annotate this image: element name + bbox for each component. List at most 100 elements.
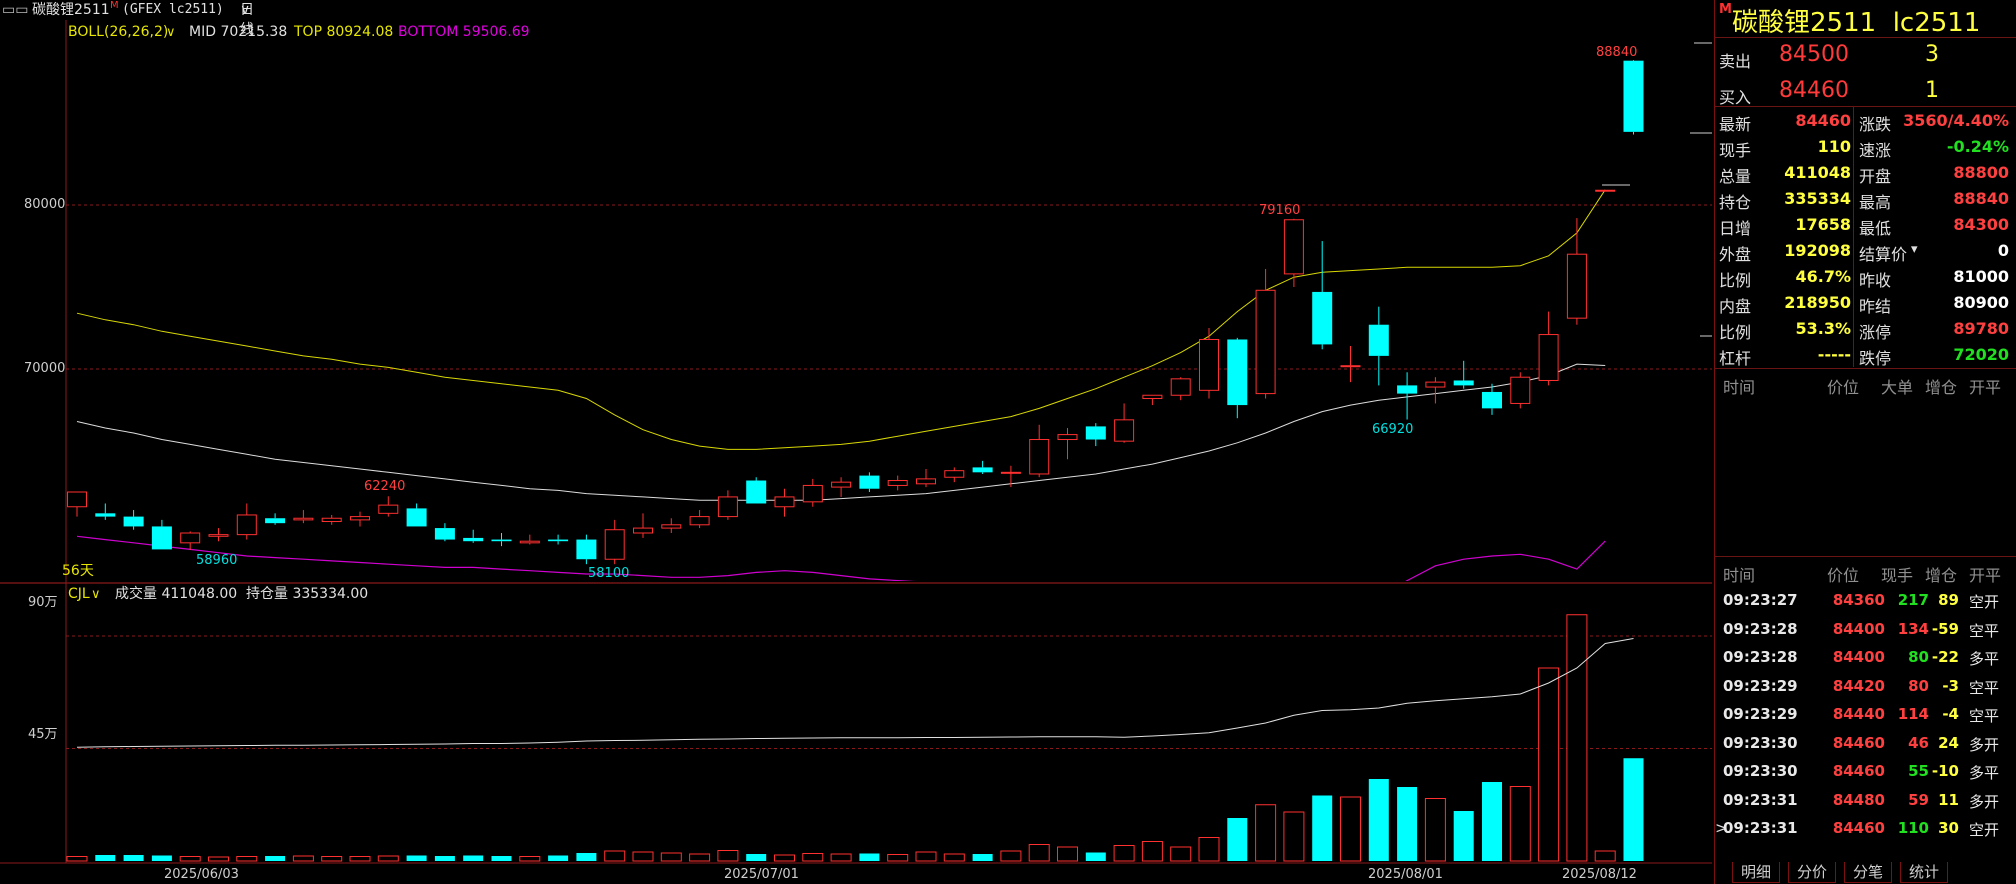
- tick-row[interactable]: 09:23:30 84460 55 -10 多平: [1715, 757, 2016, 785]
- tick-row[interactable]: 09:23:31 84480 59 11 多开: [1715, 786, 2016, 814]
- tick-row[interactable]: 09:23:30 84460 46 24 多开: [1715, 729, 2016, 757]
- tick-qty: 59: [1908, 790, 1929, 809]
- volume-bar: [1482, 782, 1502, 861]
- candle-body: [1283, 219, 1304, 275]
- quote-label: 现手: [1719, 141, 1752, 160]
- tick-row[interactable]: 09:23:28 84400 80 -22 多平: [1715, 643, 2016, 671]
- candle-body: [802, 484, 823, 503]
- tick-oi-change: -4: [1942, 705, 1959, 723]
- tick-row[interactable]: 09:23:29 84440 114 -4 空平: [1715, 700, 2016, 728]
- tick-time: 09:23:31: [1723, 819, 1798, 837]
- annotation-58100: 58100: [588, 566, 629, 581]
- candle: [1085, 423, 1106, 447]
- boll-indicator-name[interactable]: BOLL(26,26,2): [68, 24, 168, 40]
- quote-panel: M 碳酸锂2511 lc2511 卖出 84500 3 买入 84460 1 最…: [1714, 0, 2016, 884]
- quote-label: 持仓: [1719, 193, 1752, 212]
- tab-stats[interactable]: 统计: [1900, 862, 1948, 883]
- tab-trades[interactable]: 分笔: [1844, 862, 1892, 883]
- candle: [1368, 306, 1389, 386]
- tick-price: 84460: [1832, 819, 1885, 837]
- tick-time: 09:23:29: [1723, 676, 1798, 695]
- quote-label: 比例: [1719, 323, 1752, 342]
- open-interest-line: [76, 638, 1634, 748]
- tick-time: 09:23:28: [1723, 619, 1798, 638]
- volume-bar: [717, 850, 739, 862]
- boll-lines: [76, 189, 1606, 581]
- settle-dropdown-icon[interactable]: ▾: [1911, 242, 1918, 257]
- candle: [321, 514, 342, 525]
- chevron-down-icon: ∨: [240, 2, 251, 18]
- candle: [1057, 428, 1078, 460]
- volume-bar: [746, 854, 767, 861]
- volume-bar: [1255, 804, 1277, 862]
- candle-body: [180, 532, 201, 544]
- quote-label: 跌停: [1859, 349, 1892, 368]
- candle: [604, 519, 625, 565]
- tab-price-dist[interactable]: 分价: [1788, 862, 1836, 883]
- volume-bar: [179, 856, 201, 862]
- quote-label: 比例: [1719, 271, 1752, 290]
- annotation-high-88840: 88840: [1596, 45, 1637, 60]
- tick-row[interactable]: 09:23:29 84420 80 -3 空平: [1715, 672, 2016, 700]
- candle-body: [1199, 338, 1219, 391]
- candle: [1170, 377, 1191, 401]
- volume-bar: [1113, 845, 1135, 862]
- tick-qty: 46: [1908, 733, 1929, 752]
- tick-row[interactable]: 09:23:27 84360 217 89 空开: [1715, 586, 2016, 614]
- date-label-0701: 2025/07/01: [724, 867, 799, 882]
- tick-time: 09:23:30: [1723, 733, 1798, 752]
- cjl-indicator-name[interactable]: CJL: [68, 586, 90, 602]
- candle-body: [1142, 394, 1163, 400]
- tick-price: 84460: [1832, 733, 1885, 752]
- tick-row[interactable]: 09:23:28 84400 134 -59 空平: [1715, 615, 2016, 643]
- tick-type: 空开: [1969, 821, 2000, 839]
- candle-body: [236, 514, 257, 536]
- tick-row[interactable]: >09:23:31 84460 110 30 空开: [1715, 814, 2016, 842]
- candle: [916, 469, 936, 488]
- candle-body: [434, 528, 455, 540]
- candle-body: [604, 529, 625, 560]
- quote-row: 内盘 218950 昨结 80900: [1715, 290, 2016, 316]
- tick-type: 空平: [1969, 621, 2000, 640]
- tick-col-price: 价位: [1827, 566, 1860, 585]
- ask-row: 卖出 84500 3: [1715, 40, 2016, 72]
- volume-bar: [1028, 844, 1050, 862]
- candle-body: [1623, 60, 1644, 132]
- span-days-label: 56天: [62, 563, 94, 579]
- volume-axis-label-45w: 45万: [28, 727, 58, 742]
- tick-time: 09:23:28: [1723, 648, 1798, 666]
- candle-body: [774, 496, 795, 508]
- cjl-indicator-arrow[interactable]: ∨: [91, 587, 101, 602]
- volume-bars: [66, 614, 1644, 862]
- boll-mid-line: [76, 363, 1606, 501]
- volume-bar: [236, 856, 258, 862]
- kline-chart[interactable]: BOLL(26,26,2) ∨ MID 70215.38 TOP 80924.0…: [0, 20, 1712, 884]
- volume-bar: [1566, 614, 1588, 862]
- date-label-0603: 2025/06/03: [164, 867, 239, 882]
- candle-body: [491, 539, 512, 542]
- volume-bar: [1397, 787, 1418, 861]
- volume-bar: [1141, 841, 1163, 862]
- candle: [633, 513, 653, 538]
- tick-price: 84400: [1832, 619, 1885, 638]
- candle: [661, 518, 682, 533]
- quote-value: 80900: [1953, 293, 2009, 312]
- quote-label: 开盘: [1859, 167, 1892, 186]
- volume-bar: [406, 855, 427, 861]
- quote-value: 84300: [1953, 215, 2009, 234]
- boll-indicator-arrow[interactable]: ∨: [166, 25, 176, 40]
- candle-body: [350, 516, 370, 521]
- volume-bar: [887, 854, 909, 862]
- candle-body: [1085, 426, 1106, 440]
- volume-bar: [660, 852, 682, 862]
- tab-detail[interactable]: 明细: [1732, 862, 1780, 883]
- candle-body: [1170, 378, 1191, 396]
- ask-price: 84500: [1779, 42, 1849, 67]
- quote-row: 持仓 335334 最高 88840: [1715, 186, 2016, 212]
- candle: [95, 503, 116, 520]
- candle-body: [1566, 253, 1587, 319]
- volume-axis-label-90w: 90万: [28, 595, 58, 610]
- volume-bar: [915, 851, 937, 862]
- candle-body: [265, 518, 286, 524]
- tick-header: 时间 价位 现手 增仓 开平: [1715, 560, 2016, 586]
